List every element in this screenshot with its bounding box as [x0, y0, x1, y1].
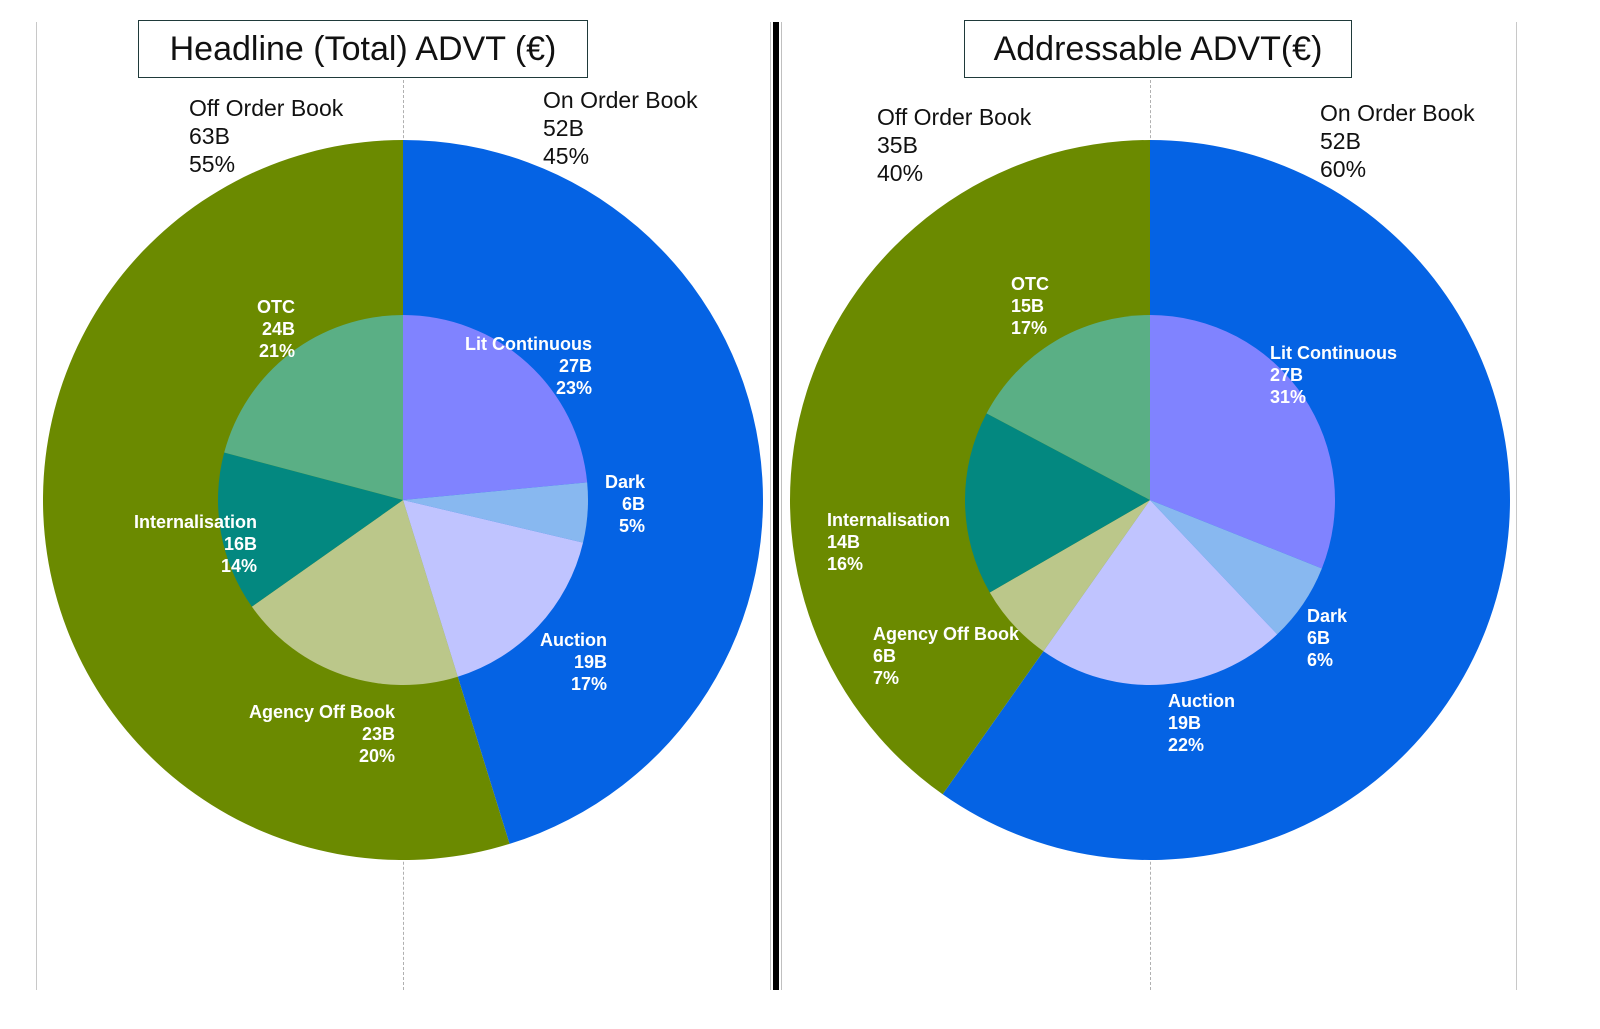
inner-label-auction: Auction 19B 17%	[540, 630, 607, 694]
panel-divider	[773, 22, 779, 990]
inner-slice-agency-off-book	[251, 500, 458, 685]
inner-label-agency-off-book: Agency Off Book 23B 20%	[249, 702, 396, 766]
inner-slice-otc	[224, 315, 403, 500]
addressable-chart: On Order Book 52B 60% Off Order Book 35B 40% L…	[789, 100, 1510, 860]
inner-label-dark: Dark 6B 6%	[1307, 606, 1348, 670]
headline-chart-title: Headline (Total) ADVT (€)	[138, 20, 588, 78]
inner-label-otc: OTC 24B 21%	[257, 297, 295, 361]
outer-label-on-order-book: On Order Book 52B 45%	[543, 87, 698, 169]
inner-slice-otc	[986, 315, 1150, 500]
inner-label-auction: Auction 19B 22%	[1168, 691, 1235, 755]
inner-label-dark: Dark 6B 5%	[605, 472, 646, 536]
right-panel-border	[1516, 22, 1517, 990]
inner-slice-dark	[403, 482, 588, 543]
inner-label-lit-continuous: Lit Continuous 27B 23%	[465, 334, 592, 398]
left-panel-border	[36, 22, 37, 990]
divider-edge-right	[781, 22, 782, 990]
inner-slice-internalisation	[217, 452, 403, 607]
inner-slice-dark	[1150, 500, 1322, 635]
inner-slice-agency-off-book	[989, 500, 1150, 652]
divider-edge-left	[770, 22, 771, 990]
inner-label-lit-continuous: Lit Continuous 27B 31%	[1270, 343, 1397, 407]
inner-slice-auction	[403, 500, 584, 677]
inner-label-internalisation: Internalisation 16B 14%	[134, 512, 257, 576]
headline-chart: On Order Book 52B 45% Off Order Book 63B 55% L…	[42, 87, 763, 860]
outer-label-off-order-book: Off Order Book 63B 55%	[189, 95, 344, 177]
outer-label-off-order-book: Off Order Book 35B 40%	[877, 104, 1032, 186]
inner-label-internalisation: Internalisation 14B 16%	[827, 510, 950, 574]
outer-label-on-order-book: On Order Book 52B 60%	[1320, 100, 1475, 182]
addressable-chart-title: Addressable ADVT(€)	[964, 20, 1352, 78]
inner-slice-auction	[1043, 500, 1278, 685]
inner-label-agency-off-book: Agency Off Book 6B 7%	[873, 624, 1020, 688]
inner-label-otc: OTC 15B 17%	[1011, 274, 1049, 338]
inner-slice-lit-continuous	[403, 315, 588, 500]
inner-slice-lit-continuous	[1150, 315, 1335, 569]
inner-slice-internalisation	[965, 413, 1150, 593]
